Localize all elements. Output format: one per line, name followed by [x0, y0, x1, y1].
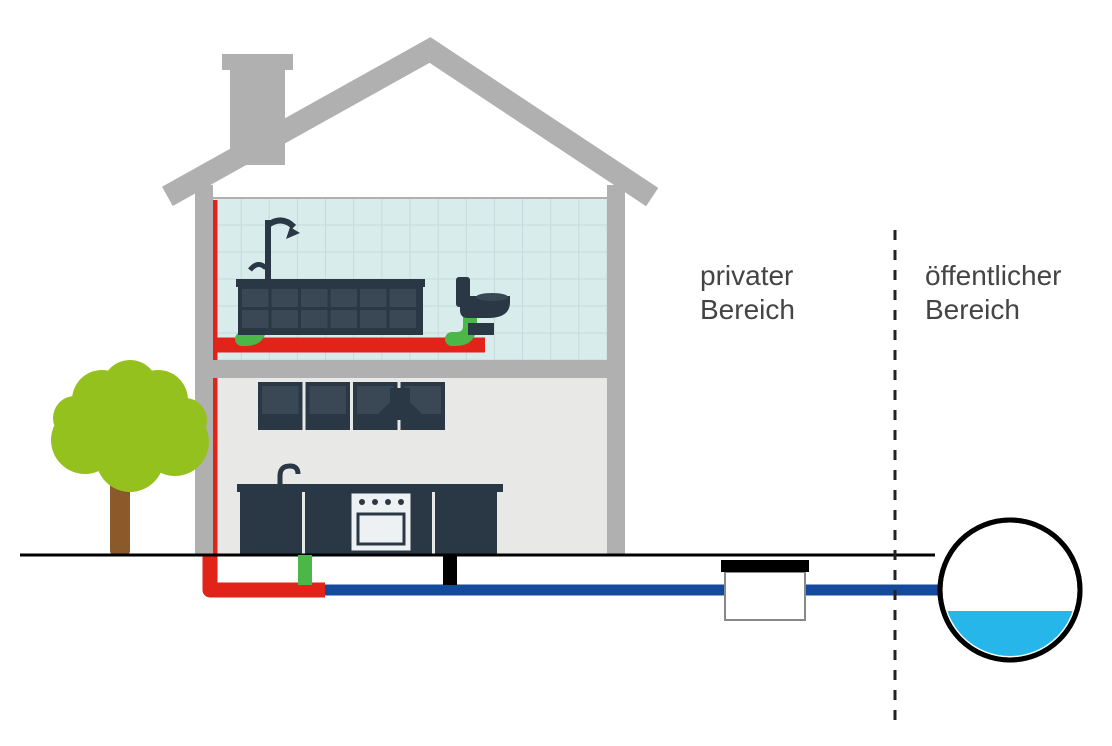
- wall-right: [607, 185, 625, 555]
- label-private-line1: privater: [700, 260, 793, 291]
- label-public-line1: öffentlicher: [925, 260, 1061, 291]
- base-cabinet: [240, 490, 302, 554]
- label-public-line2: Bereich: [925, 294, 1020, 325]
- label-private-line2: Bereich: [700, 294, 795, 325]
- wall-left: [195, 185, 213, 555]
- inspection-chamber: [725, 572, 805, 620]
- base-cabinet: [435, 490, 497, 554]
- chimney: [230, 70, 285, 165]
- floor-slab: [208, 360, 612, 378]
